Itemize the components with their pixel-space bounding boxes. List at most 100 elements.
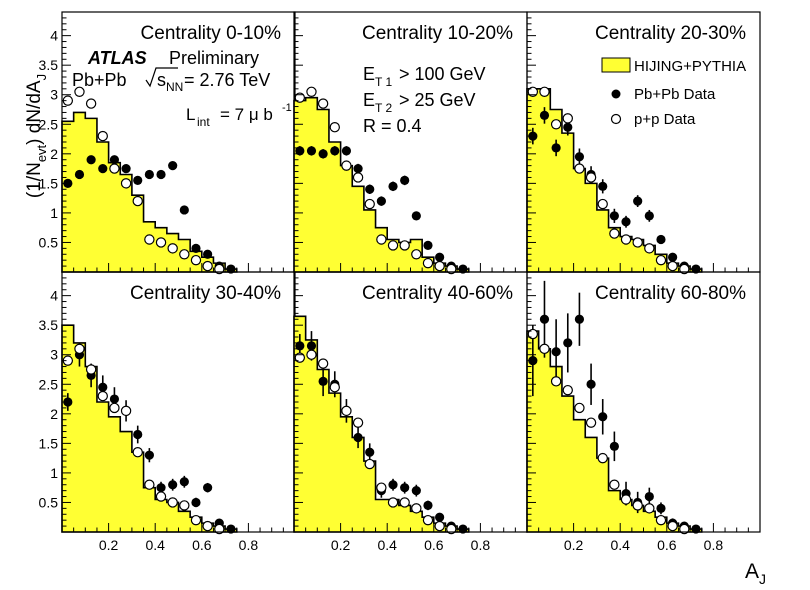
y-tick-label: 1 <box>50 205 58 221</box>
x-axis-label: AJ <box>745 560 766 587</box>
pbpb-point <box>435 252 445 262</box>
pbpb-point <box>168 161 178 171</box>
hijing-histogram <box>61 324 238 533</box>
pp-point <box>132 447 143 458</box>
pbpb-point <box>388 480 398 490</box>
x-tick-label: 0.6 <box>192 537 212 553</box>
pbpb-point <box>156 169 166 180</box>
svg-text:= 7 μ b: = 7 μ b <box>220 105 273 124</box>
pp-point <box>202 520 213 532</box>
pp-point <box>574 402 585 414</box>
pp-point <box>585 172 597 183</box>
pbpb-point <box>226 264 236 274</box>
pp-point <box>97 130 108 142</box>
pp-point <box>294 352 306 363</box>
pp-point <box>85 98 97 109</box>
pbpb-point <box>144 169 154 180</box>
pp-point <box>411 503 422 514</box>
legend-pbpb-label: Pb+Pb Data <box>634 86 716 103</box>
pbpb-point <box>203 483 213 493</box>
panel-title: Centrality 0-10% <box>141 23 282 44</box>
y-tick-label: 4 <box>50 288 58 304</box>
pbpb-point <box>563 122 573 132</box>
pp-point <box>329 382 340 393</box>
legend-pp-marker <box>610 113 622 125</box>
pbpb-point <box>318 376 328 386</box>
pbpb-point <box>633 196 643 206</box>
pbpb-point <box>528 131 538 141</box>
pbpb-point <box>668 252 678 262</box>
pp-point <box>306 349 317 360</box>
legend: HIJING+PYTHIA Pb+Pb Data p+p Data <box>601 57 746 128</box>
panel-4: 0.5 1 1.5 2 2.5 3 3.5 4 0.2 0.4 0.6 0.8 Centrality 3… <box>39 271 296 553</box>
pp-point <box>399 497 410 508</box>
pp-point <box>539 343 550 355</box>
pp-point <box>585 417 597 428</box>
pbpb-point <box>400 483 410 493</box>
pbpb-point <box>168 480 178 490</box>
pbpb-point <box>203 249 213 259</box>
pp-point <box>597 452 608 464</box>
pp-point <box>539 86 550 97</box>
panel-5: 0.2 0.4 0.6 0.8 Centrality 40-60% <box>293 271 528 553</box>
pbpb-point <box>109 394 120 404</box>
pp-point <box>609 479 620 490</box>
svg-text:= 2.76 TeV: = 2.76 TeV <box>184 70 270 90</box>
x-tick-label: 0.2 <box>99 537 119 553</box>
pp-point <box>434 520 445 532</box>
pp-point <box>109 163 120 174</box>
pp-point <box>562 384 573 396</box>
pbpb-point <box>411 211 421 221</box>
pp-point <box>620 234 632 245</box>
hijing-histogram <box>526 330 703 533</box>
pbpb-point <box>74 169 85 180</box>
svg-text:> 25 GeV: > 25 GeV <box>399 90 476 110</box>
pp-point <box>644 503 655 514</box>
pp-point <box>329 122 340 133</box>
svg-text:sNN: sNN <box>157 70 183 94</box>
pbpb-point <box>133 429 143 440</box>
pp-point <box>422 257 434 269</box>
pp-point <box>214 523 225 535</box>
y-axis-label: (1/Nevt) dN/dAJ <box>24 74 49 198</box>
pbpb-point <box>598 181 608 191</box>
x-tick-label: 0.6 <box>424 537 444 553</box>
pbpb-point <box>458 264 468 274</box>
pp-point <box>179 500 190 511</box>
y-tick-label: 3.5 <box>39 57 59 73</box>
x-tick-label: 0.8 <box>239 537 259 553</box>
panel-title: Centrality 20-30% <box>595 23 746 44</box>
pp-point <box>306 86 317 97</box>
pbpb-point <box>86 155 96 165</box>
x-tick-label: 0.2 <box>564 537 584 553</box>
pp-point <box>202 260 213 272</box>
pp-point <box>294 92 306 103</box>
pp-point <box>632 500 643 511</box>
svg-text:-1: -1 <box>282 102 292 114</box>
pp-point <box>597 198 608 210</box>
pp-point <box>341 405 352 417</box>
pbpb-point <box>539 110 550 121</box>
pbpb-point <box>621 217 631 227</box>
svg-text:> 100 GeV: > 100 GeV <box>399 64 486 84</box>
pbpb-point <box>191 497 201 508</box>
panel-2: Centrality 10-20% <box>293 11 528 275</box>
pp-point <box>364 458 375 470</box>
pp-point <box>655 514 667 526</box>
pbpb-point <box>226 524 236 534</box>
pp-point <box>190 514 202 526</box>
pp-point <box>655 254 667 266</box>
pp-point <box>352 172 364 183</box>
pbpb-point <box>306 341 317 351</box>
pbpb-point <box>644 491 654 502</box>
cut2-annotation: E T 2 > 25 GeV <box>363 90 476 115</box>
pbpb-point <box>644 211 654 221</box>
pbpb-point <box>458 524 468 534</box>
pp-point <box>550 376 562 387</box>
pbpb-point <box>574 152 585 162</box>
pp-point <box>341 160 352 171</box>
pbpb-point <box>156 483 166 493</box>
pp-point <box>527 328 539 340</box>
panel-title: Centrality 60-80% <box>595 283 746 304</box>
panel-title: Centrality 40-60% <box>362 283 513 304</box>
